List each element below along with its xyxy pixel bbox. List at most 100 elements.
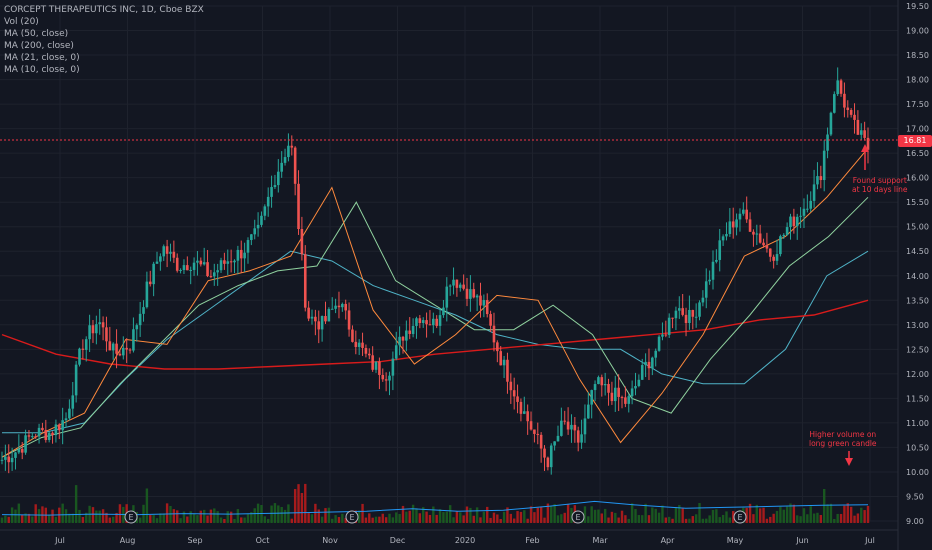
candle-body [152, 263, 155, 285]
price-tick-label: 15.50 [906, 198, 929, 207]
candle-body [731, 221, 735, 228]
price-tick-label: 16.00 [906, 174, 929, 183]
candle-body [661, 334, 664, 337]
volume-bar [216, 511, 219, 523]
volume-bars [0, 483, 870, 523]
volume-bar [459, 512, 462, 523]
candle-body [512, 390, 516, 397]
candle-body [684, 314, 688, 324]
volume-bar [765, 518, 769, 523]
volume-bar [381, 513, 384, 523]
volume-bar [782, 509, 785, 523]
volume-bar [47, 514, 51, 523]
volume-bar [452, 517, 455, 523]
time-axis[interactable]: Jul Aug Sep Oct Nov Dec 2020 Feb Mar Apr May Jun Jul [0, 529, 898, 545]
candle-body [533, 429, 536, 434]
candle-body [411, 325, 415, 334]
candle-body [742, 209, 745, 214]
candle-body [371, 355, 374, 370]
volume-bar [472, 515, 475, 523]
time-tick-label: May [727, 536, 744, 545]
ma-line-4 [1, 500, 869, 516]
volume-bar [758, 508, 762, 523]
candle-body [475, 295, 479, 298]
price-tick-label: 13.50 [906, 296, 929, 305]
price-tick-label: 11.50 [906, 394, 929, 403]
candle-body [506, 359, 509, 382]
volume-bar [624, 515, 627, 523]
time-tick-label: Sep [187, 536, 202, 545]
price-tick-label: 18.50 [906, 51, 929, 60]
candle-body [162, 246, 166, 257]
candle-body [519, 401, 523, 414]
legend-title[interactable]: CORCEPT THERAPEUTICS INC, 1D, Cboe BZX [4, 5, 204, 15]
candle-body [448, 285, 452, 287]
candle-body [657, 336, 661, 351]
candle-body [98, 322, 102, 325]
candle-body [640, 365, 644, 380]
volume-bar [492, 512, 496, 523]
price-tick-label: 9.00 [906, 517, 924, 526]
volume-bar [597, 509, 600, 523]
volume-bar [189, 511, 192, 523]
volume-bar [108, 517, 112, 523]
candle-body [415, 318, 418, 326]
volume-bar [849, 506, 853, 523]
volume-bar [684, 518, 688, 523]
volume-bar [172, 509, 176, 523]
candle-body [664, 334, 668, 336]
candle-body [341, 303, 344, 308]
candle-body [728, 221, 732, 235]
candle-body [209, 276, 213, 278]
candle-body [236, 249, 240, 261]
candle-body [866, 137, 870, 150]
volume-bar [856, 513, 860, 523]
legend-item-vol[interactable]: Vol (20) [4, 17, 39, 27]
legend-item-ma50[interactable]: MA (50, close) [4, 29, 69, 39]
candle-body [812, 184, 816, 201]
candle-body [364, 347, 368, 354]
price-tick-label: 12.00 [906, 370, 929, 379]
volume-bar [725, 511, 728, 523]
legend-item-ma10[interactable]: MA (10, close, 0) [4, 65, 80, 75]
volume-bar [816, 512, 819, 523]
volume-bar [37, 509, 41, 523]
candle-body [806, 208, 809, 210]
candle-body [71, 395, 75, 409]
price-tick-label: 10.00 [906, 468, 929, 477]
volume-bar [334, 515, 337, 523]
volume-bar [651, 507, 654, 523]
legend-item-ma21[interactable]: MA (21, close, 0) [4, 53, 80, 63]
volume-bar [196, 515, 199, 523]
volume-bar [337, 517, 341, 523]
candle-body [452, 279, 455, 286]
time-tick-label: Aug [120, 536, 136, 545]
candle-body [718, 240, 722, 260]
candle-body [597, 377, 600, 385]
candle-body [84, 339, 88, 350]
candle-body [546, 457, 550, 468]
volume-bar [543, 517, 546, 523]
candle-body [14, 452, 17, 458]
volume-bar [775, 510, 779, 523]
volume-bar [304, 483, 307, 523]
candle-body [31, 436, 34, 438]
price-level-tag: 16.81 [898, 135, 932, 147]
volume-bar [192, 514, 196, 523]
volume-bar [98, 510, 101, 523]
candle-body [779, 236, 782, 255]
volume-bar [240, 517, 243, 523]
candle-body [324, 316, 327, 322]
candle-body [698, 302, 701, 317]
candle-body [263, 206, 267, 216]
volume-bar [694, 514, 698, 523]
volume-bar [587, 516, 590, 523]
volume-bar [519, 511, 523, 523]
volume-bar [536, 507, 539, 523]
price-axis[interactable]: 19.50 19.00 18.50 18.00 17.50 17.00 16.50 16.00… [897, 0, 929, 550]
volume-bar [159, 513, 162, 523]
legend-item-ma200[interactable]: MA (200, close) [4, 41, 74, 51]
volume-bar [809, 506, 812, 523]
